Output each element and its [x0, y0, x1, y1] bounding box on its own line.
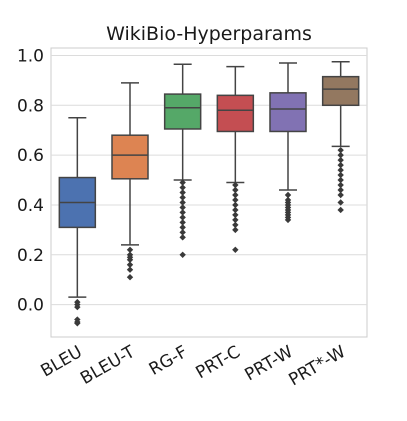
box-rg-f	[163, 63, 202, 258]
outlier-point	[232, 246, 239, 254]
outlier-point	[337, 151, 344, 159]
outlier-point	[74, 303, 81, 311]
outlier-point	[232, 206, 239, 214]
outlier-point	[179, 204, 186, 211]
x-tick-label: PRT-C	[193, 342, 244, 383]
outlier-point	[232, 211, 239, 219]
outlier-point	[232, 221, 239, 229]
x-tick-label: PRT*-W	[286, 342, 350, 390]
outlier-point	[179, 229, 186, 236]
outlier-point	[179, 194, 186, 201]
plot-area	[50, 47, 368, 338]
outlier-point	[232, 181, 239, 189]
outlier-point	[179, 251, 186, 258]
y-tick-label: 0.0	[17, 296, 44, 316]
outlier-point	[337, 171, 344, 179]
box-iqr	[269, 92, 307, 133]
outlier-point	[179, 199, 186, 206]
outlier-point	[337, 191, 344, 199]
outlier-point	[284, 216, 292, 224]
outlier-point	[232, 191, 239, 199]
outlier-point	[337, 161, 344, 169]
box-bleu	[58, 117, 97, 327]
box-prt-w	[269, 62, 307, 224]
outlier-point	[126, 261, 134, 268]
boxes	[58, 60, 360, 327]
outlier-point	[126, 266, 134, 273]
outlier-point	[337, 146, 344, 154]
y-tick-label: 1.0	[17, 46, 44, 66]
box-iqr	[163, 93, 202, 130]
box-bleu-t	[111, 82, 149, 281]
outlier-point	[179, 234, 186, 241]
outlier-point	[232, 216, 239, 224]
y-tick-label: 0.2	[17, 246, 44, 266]
outlier-point	[179, 214, 186, 221]
outlier-point	[179, 189, 186, 196]
outlier-point	[179, 184, 186, 191]
outlier-point	[337, 176, 344, 184]
grid-lines	[51, 54, 367, 306]
outlier-point	[232, 201, 239, 209]
outlier-point	[126, 246, 134, 254]
outlier-point	[232, 226, 239, 234]
y-axis-ticks: 0.0 0.2 0.4 0.6 0.8 1.0	[17, 46, 44, 315]
box-iqr	[111, 134, 149, 180]
chart-title: WikiBio-Hyperparams	[106, 23, 312, 45]
box-iqr	[321, 75, 360, 107]
outlier-point	[337, 156, 344, 164]
box-iqr	[216, 94, 255, 133]
box-prt-c	[216, 65, 255, 254]
outlier-point	[284, 191, 292, 199]
y-tick-label: 0.8	[17, 96, 44, 116]
outlier-point	[232, 196, 239, 204]
x-tick-label: BLEU-T	[77, 342, 139, 389]
outlier-point	[179, 219, 186, 226]
outlier-point	[179, 224, 186, 231]
box-prt-w	[321, 60, 360, 214]
y-tick-label: 0.6	[17, 146, 44, 166]
y-tick-label: 0.4	[17, 196, 44, 216]
outlier-point	[179, 179, 186, 186]
outlier-point	[337, 181, 344, 189]
outlier-point	[337, 206, 344, 214]
outlier-point	[126, 256, 134, 263]
outlier-point	[74, 320, 81, 327]
x-tick-label: RG-F	[146, 342, 191, 380]
outlier-point	[337, 186, 344, 194]
outlier-point	[337, 199, 344, 206]
outlier-point	[337, 166, 344, 174]
outlier-point	[232, 186, 239, 194]
outlier-point	[126, 274, 134, 281]
outlier-point	[179, 209, 186, 216]
